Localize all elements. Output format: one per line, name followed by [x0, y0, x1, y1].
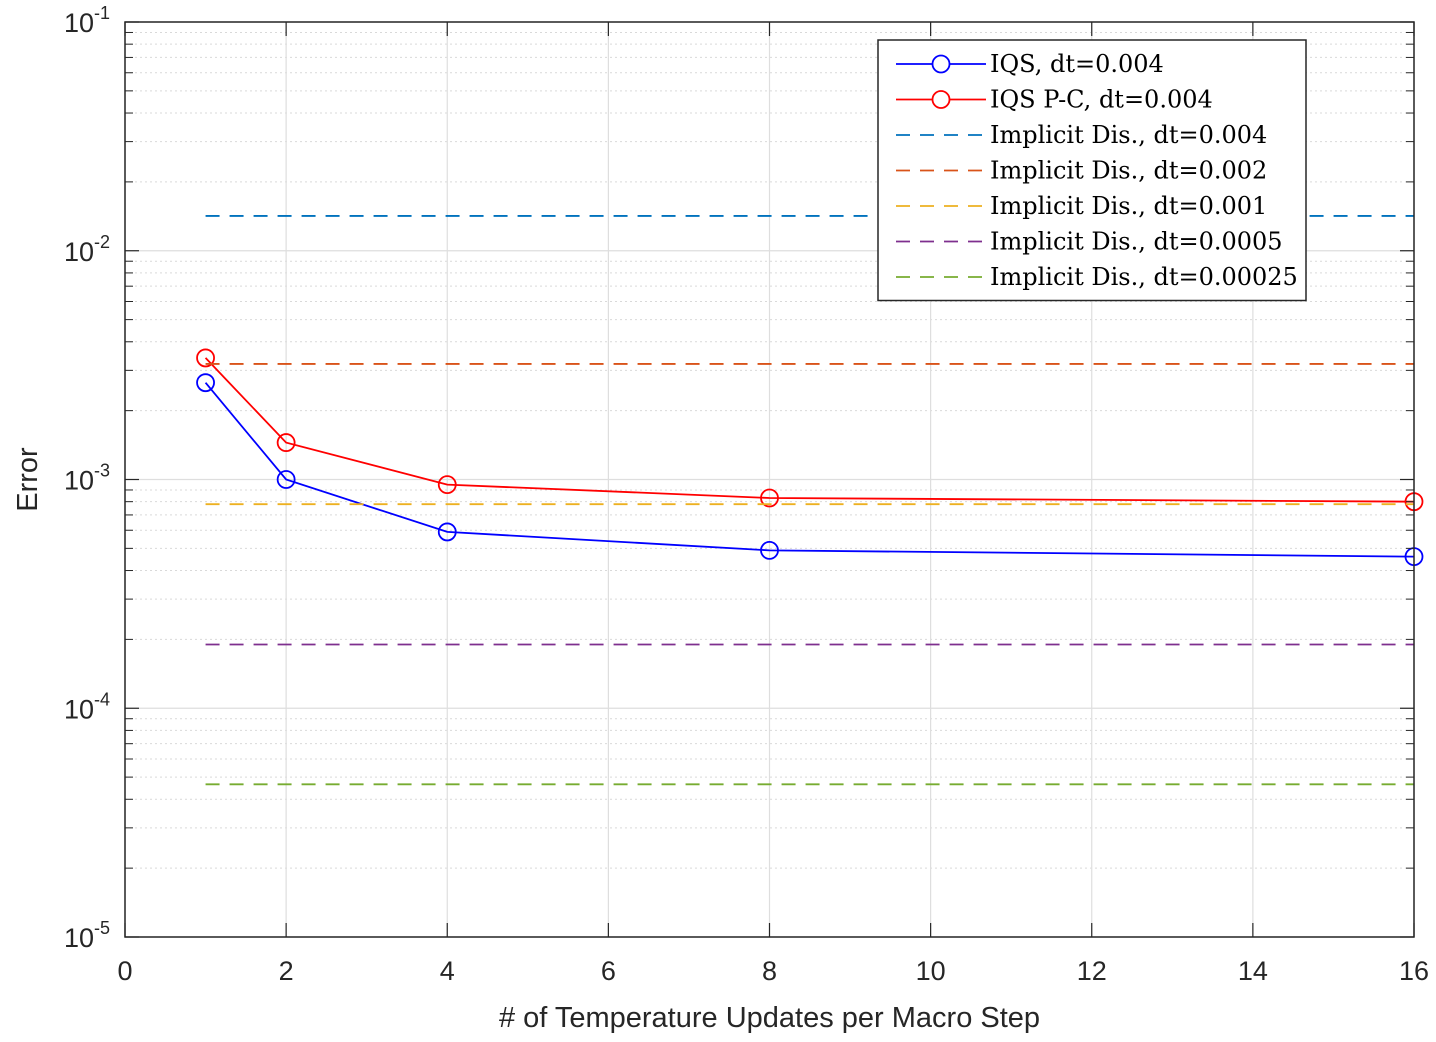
x-tick-label: 10 — [916, 956, 946, 986]
y-tick-label: 10-3 — [64, 461, 110, 496]
x-tick-label: 2 — [279, 956, 294, 986]
legend-entry-6: Implicit Dis., dt=0.00025 — [990, 263, 1298, 291]
x-tick-label: 14 — [1238, 956, 1268, 986]
data-point — [760, 488, 779, 508]
data-point — [196, 348, 215, 368]
y-tick-label: 10-5 — [64, 918, 110, 953]
legend-entry-0: IQS, dt=0.004 — [990, 50, 1164, 78]
data-point — [276, 433, 296, 452]
x-tick-label: 0 — [117, 956, 132, 986]
x-tick-label: 6 — [601, 956, 616, 986]
legend-entry-1: IQS P-C, dt=0.004 — [990, 86, 1213, 114]
y-tick-label: 10-4 — [64, 689, 110, 724]
legend-marker-1 — [931, 90, 951, 109]
legend: IQS, dt=0.004 IQS P-C, dt=0.004 Implicit D… — [877, 39, 1307, 302]
series-line-1 — [204, 357, 1415, 503]
x-tick-label: 16 — [1399, 956, 1429, 986]
x-tick-labels: 0 2 4 6 8 10 12 14 16 — [117, 956, 1429, 986]
legend-entry-3: Implicit Dis., dt=0.002 — [990, 157, 1267, 185]
x-tick-label: 4 — [440, 956, 455, 986]
x-tick-label: 12 — [1077, 956, 1107, 986]
data-point — [437, 522, 457, 542]
data-point — [760, 540, 779, 560]
legend-entry-2: Implicit Dis., dt=0.004 — [990, 121, 1267, 149]
y-axis-label: Error — [12, 447, 44, 512]
data-point — [196, 373, 215, 393]
legend-entry-4: Implicit Dis., dt=0.001 — [990, 192, 1267, 220]
legend-marker-0 — [931, 54, 951, 74]
series-layer — [196, 215, 1424, 786]
x-axis-label: # of Temperature Updates per Macro Step — [499, 1002, 1040, 1034]
data-point — [276, 470, 296, 489]
legend-entry-5: Implicit Dis., dt=0.0005 — [990, 228, 1283, 256]
series-line-0 — [204, 382, 1415, 558]
y-tick-label: 10-1 — [64, 3, 110, 38]
x-tick-label: 8 — [762, 956, 777, 986]
ticks-layer — [124, 21, 1415, 938]
y-tick-label: 10-2 — [64, 232, 110, 267]
data-point — [437, 475, 457, 494]
y-tick-labels: 10-1 10-2 10-3 10-4 10-5 — [64, 3, 110, 953]
